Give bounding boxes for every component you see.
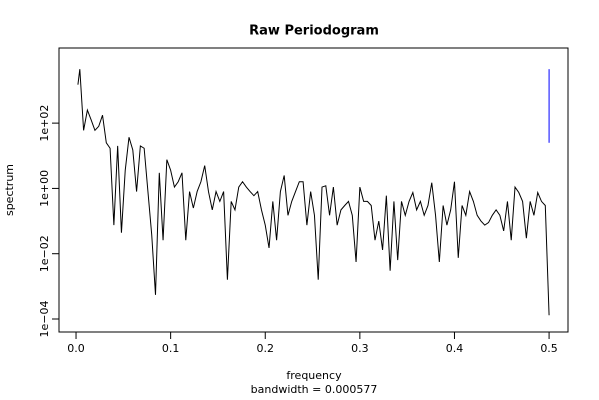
x-tick-label: 0.0 — [67, 342, 85, 355]
spectrum-line — [77, 69, 550, 316]
x-tick-label: 0.4 — [446, 342, 464, 355]
y-tick-label: 1e+00 — [38, 170, 51, 207]
y-tick-label: 1e+02 — [38, 105, 51, 142]
y-tick-label: 1e−04 — [38, 301, 51, 338]
chart-title: Raw Periodogram — [249, 24, 379, 39]
x-axis-label: frequency — [286, 369, 342, 382]
x-tick-label: 0.2 — [256, 342, 274, 355]
x-tick-label: 0.5 — [540, 342, 558, 355]
y-axis-label: spectrum — [3, 164, 16, 216]
plot-frame — [58, 47, 569, 333]
subtitle: bandwidth = 0.000577 — [251, 383, 378, 396]
y-tick-label: 1e−02 — [38, 235, 51, 272]
x-tick-label: 0.3 — [351, 342, 369, 355]
x-tick-label: 0.1 — [162, 342, 180, 355]
